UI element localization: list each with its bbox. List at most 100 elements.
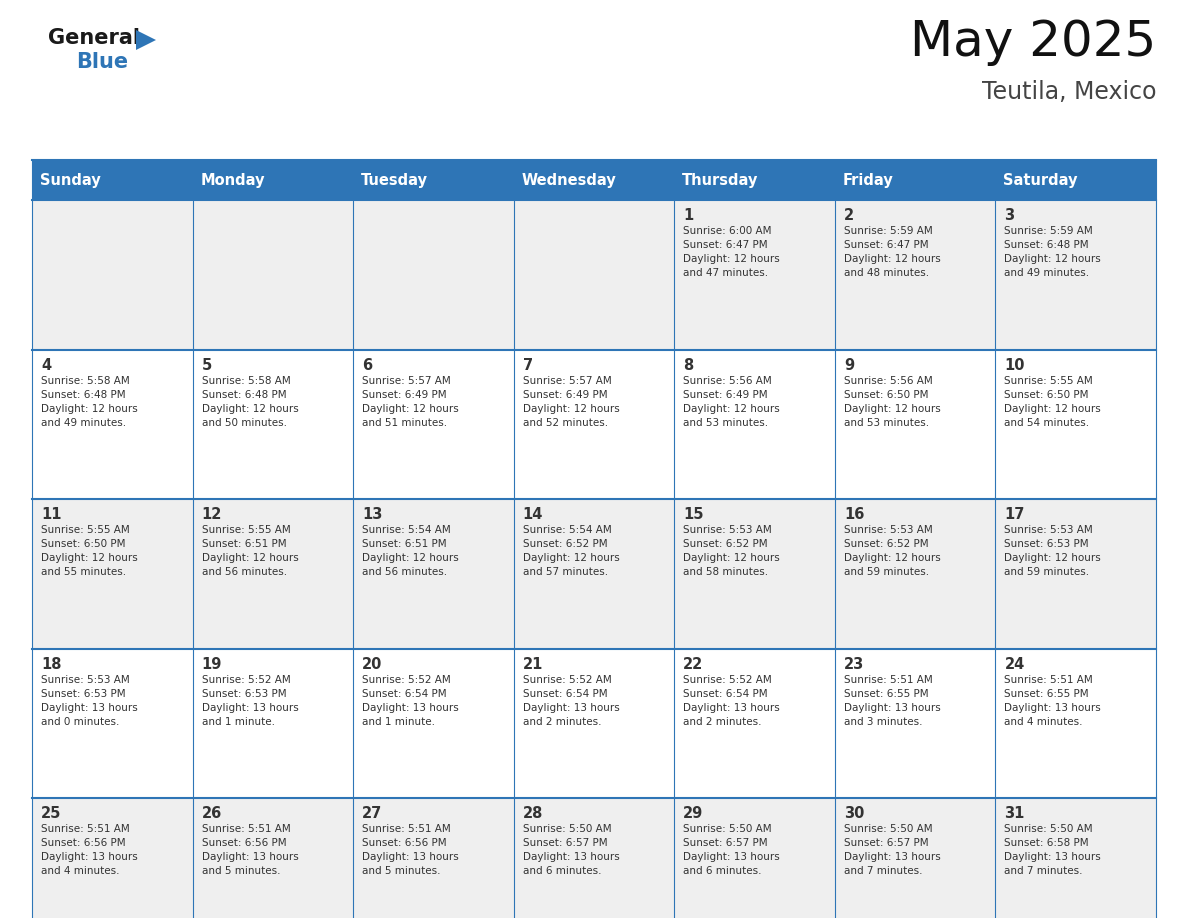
Text: Tuesday: Tuesday [361,173,428,187]
Bar [353,350,513,499]
Text: Saturday: Saturday [1004,173,1078,187]
Text: 17: 17 [1004,508,1025,522]
Text: Sunrise: 5:56 AM
Sunset: 6:49 PM
Daylight: 12 hours
and 53 minutes.: Sunrise: 5:56 AM Sunset: 6:49 PM Dayligh… [683,375,781,428]
Text: 16: 16 [843,508,864,522]
Text: 30: 30 [843,806,864,822]
Text: 3: 3 [1004,208,1015,223]
Bar [996,350,1156,499]
Text: 18: 18 [42,656,62,672]
Text: Sunrise: 5:54 AM
Sunset: 6:52 PM
Daylight: 12 hours
and 57 minutes.: Sunrise: 5:54 AM Sunset: 6:52 PM Dayligh… [523,525,619,577]
Text: 10: 10 [1004,358,1025,373]
Bar [513,649,675,799]
Bar [192,200,353,350]
Bar [192,799,353,918]
Text: Sunrise: 5:58 AM
Sunset: 6:48 PM
Daylight: 12 hours
and 49 minutes.: Sunrise: 5:58 AM Sunset: 6:48 PM Dayligh… [42,375,138,428]
Text: 28: 28 [523,806,543,822]
Text: Thursday: Thursday [682,173,759,187]
Bar [192,160,353,200]
Text: 4: 4 [42,358,51,373]
Text: Sunrise: 6:00 AM
Sunset: 6:47 PM
Daylight: 12 hours
and 47 minutes.: Sunrise: 6:00 AM Sunset: 6:47 PM Dayligh… [683,226,781,278]
Bar [996,799,1156,918]
Text: Sunrise: 5:51 AM
Sunset: 6:56 PM
Daylight: 13 hours
and 5 minutes.: Sunrise: 5:51 AM Sunset: 6:56 PM Dayligh… [362,824,459,877]
Bar [835,350,996,499]
Text: Teutila, Mexico: Teutila, Mexico [981,80,1156,104]
Text: Sunrise: 5:57 AM
Sunset: 6:49 PM
Daylight: 12 hours
and 51 minutes.: Sunrise: 5:57 AM Sunset: 6:49 PM Dayligh… [362,375,459,428]
Text: Sunrise: 5:50 AM
Sunset: 6:57 PM
Daylight: 13 hours
and 6 minutes.: Sunrise: 5:50 AM Sunset: 6:57 PM Dayligh… [683,824,781,877]
Text: 24: 24 [1004,656,1025,672]
Bar [192,350,353,499]
Bar [835,160,996,200]
Bar [32,160,192,200]
Bar [513,499,675,649]
Text: Sunrise: 5:57 AM
Sunset: 6:49 PM
Daylight: 12 hours
and 52 minutes.: Sunrise: 5:57 AM Sunset: 6:49 PM Dayligh… [523,375,619,428]
Text: Sunrise: 5:51 AM
Sunset: 6:56 PM
Daylight: 13 hours
and 4 minutes.: Sunrise: 5:51 AM Sunset: 6:56 PM Dayligh… [42,824,138,877]
Bar [996,200,1156,350]
Text: Sunrise: 5:52 AM
Sunset: 6:54 PM
Daylight: 13 hours
and 1 minute.: Sunrise: 5:52 AM Sunset: 6:54 PM Dayligh… [362,675,459,727]
Bar [513,799,675,918]
Text: Friday: Friday [842,173,893,187]
Text: 26: 26 [202,806,222,822]
Bar [675,649,835,799]
Text: Sunrise: 5:53 AM
Sunset: 6:53 PM
Daylight: 13 hours
and 0 minutes.: Sunrise: 5:53 AM Sunset: 6:53 PM Dayligh… [42,675,138,727]
Text: Sunrise: 5:51 AM
Sunset: 6:56 PM
Daylight: 13 hours
and 5 minutes.: Sunrise: 5:51 AM Sunset: 6:56 PM Dayligh… [202,824,298,877]
Bar [996,499,1156,649]
Text: 25: 25 [42,806,62,822]
Text: Sunrise: 5:50 AM
Sunset: 6:57 PM
Daylight: 13 hours
and 7 minutes.: Sunrise: 5:50 AM Sunset: 6:57 PM Dayligh… [843,824,941,877]
Text: Sunrise: 5:52 AM
Sunset: 6:54 PM
Daylight: 13 hours
and 2 minutes.: Sunrise: 5:52 AM Sunset: 6:54 PM Dayligh… [523,675,619,727]
Bar [353,649,513,799]
Bar [675,160,835,200]
Bar [835,499,996,649]
Text: Blue: Blue [76,52,128,72]
Bar [513,200,675,350]
Bar [192,649,353,799]
Text: Sunrise: 5:55 AM
Sunset: 6:51 PM
Daylight: 12 hours
and 56 minutes.: Sunrise: 5:55 AM Sunset: 6:51 PM Dayligh… [202,525,298,577]
Text: 13: 13 [362,508,383,522]
Text: 11: 11 [42,508,62,522]
Bar [32,649,192,799]
Bar [32,799,192,918]
Text: Sunrise: 5:52 AM
Sunset: 6:54 PM
Daylight: 13 hours
and 2 minutes.: Sunrise: 5:52 AM Sunset: 6:54 PM Dayligh… [683,675,781,727]
Bar [996,160,1156,200]
Bar [32,350,192,499]
Text: Sunrise: 5:55 AM
Sunset: 6:50 PM
Daylight: 12 hours
and 55 minutes.: Sunrise: 5:55 AM Sunset: 6:50 PM Dayligh… [42,525,138,577]
Text: 9: 9 [843,358,854,373]
Text: Sunrise: 5:53 AM
Sunset: 6:52 PM
Daylight: 12 hours
and 58 minutes.: Sunrise: 5:53 AM Sunset: 6:52 PM Dayligh… [683,525,781,577]
Text: 21: 21 [523,656,543,672]
Bar [675,200,835,350]
Text: Sunrise: 5:59 AM
Sunset: 6:48 PM
Daylight: 12 hours
and 49 minutes.: Sunrise: 5:59 AM Sunset: 6:48 PM Dayligh… [1004,226,1101,278]
Bar [835,200,996,350]
Text: 22: 22 [683,656,703,672]
Text: Sunrise: 5:55 AM
Sunset: 6:50 PM
Daylight: 12 hours
and 54 minutes.: Sunrise: 5:55 AM Sunset: 6:50 PM Dayligh… [1004,375,1101,428]
Text: Sunrise: 5:58 AM
Sunset: 6:48 PM
Daylight: 12 hours
and 50 minutes.: Sunrise: 5:58 AM Sunset: 6:48 PM Dayligh… [202,375,298,428]
Text: 27: 27 [362,806,383,822]
Text: 20: 20 [362,656,383,672]
Bar [32,200,192,350]
Bar [32,499,192,649]
Bar [835,649,996,799]
Text: 7: 7 [523,358,533,373]
Bar [675,499,835,649]
Bar [353,200,513,350]
Text: 5: 5 [202,358,211,373]
Text: Sunrise: 5:59 AM
Sunset: 6:47 PM
Daylight: 12 hours
and 48 minutes.: Sunrise: 5:59 AM Sunset: 6:47 PM Dayligh… [843,226,941,278]
Bar [675,350,835,499]
Text: 8: 8 [683,358,694,373]
Text: May 2025: May 2025 [910,18,1156,66]
Text: 12: 12 [202,508,222,522]
Text: 31: 31 [1004,806,1025,822]
Text: 15: 15 [683,508,703,522]
Text: Monday: Monday [201,173,265,187]
Text: Sunrise: 5:51 AM
Sunset: 6:55 PM
Daylight: 13 hours
and 4 minutes.: Sunrise: 5:51 AM Sunset: 6:55 PM Dayligh… [1004,675,1101,727]
Text: Sunrise: 5:53 AM
Sunset: 6:52 PM
Daylight: 12 hours
and 59 minutes.: Sunrise: 5:53 AM Sunset: 6:52 PM Dayligh… [843,525,941,577]
Bar [353,499,513,649]
Text: Sunrise: 5:51 AM
Sunset: 6:55 PM
Daylight: 13 hours
and 3 minutes.: Sunrise: 5:51 AM Sunset: 6:55 PM Dayligh… [843,675,941,727]
Text: Wednesday: Wednesday [522,173,617,187]
Bar [192,499,353,649]
Text: 14: 14 [523,508,543,522]
Bar [513,160,675,200]
Bar [513,350,675,499]
Text: 6: 6 [362,358,372,373]
Text: Sunrise: 5:52 AM
Sunset: 6:53 PM
Daylight: 13 hours
and 1 minute.: Sunrise: 5:52 AM Sunset: 6:53 PM Dayligh… [202,675,298,727]
Text: Sunrise: 5:50 AM
Sunset: 6:57 PM
Daylight: 13 hours
and 6 minutes.: Sunrise: 5:50 AM Sunset: 6:57 PM Dayligh… [523,824,619,877]
Text: Sunrise: 5:50 AM
Sunset: 6:58 PM
Daylight: 13 hours
and 7 minutes.: Sunrise: 5:50 AM Sunset: 6:58 PM Dayligh… [1004,824,1101,877]
